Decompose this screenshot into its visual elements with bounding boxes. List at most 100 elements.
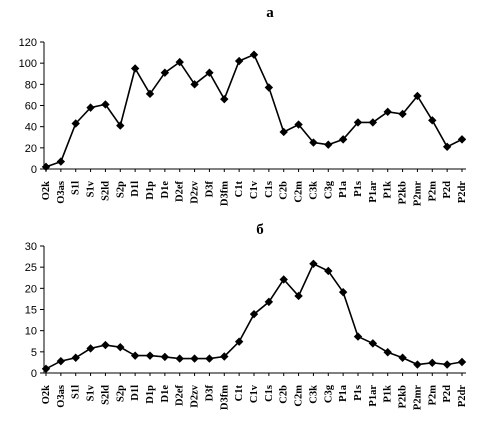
data-point-marker	[279, 127, 288, 137]
data-point-marker	[41, 364, 51, 373]
x-tick-label: D2zv	[190, 384, 201, 407]
data-point-marker	[294, 291, 303, 301]
x-tick-label: S1v	[86, 180, 97, 197]
data-point-marker	[101, 100, 110, 109]
data-point-marker	[353, 118, 363, 127]
x-tick-label: S2ld	[100, 181, 111, 201]
x-tick-label: P2d	[442, 385, 453, 403]
x-tick-label: C2b	[279, 385, 290, 404]
x-tick-label: C2b	[279, 181, 290, 200]
data-point-marker	[338, 135, 348, 144]
data-point-marker	[264, 83, 274, 92]
data-point-marker	[442, 142, 452, 151]
chart-panel-a: а 0 20 40 60 80 100 120 O2k O3as S1l S1v S2ld S2p D1…	[19, 5, 468, 206]
data-point-marker	[264, 297, 274, 307]
data-point-marker	[205, 68, 214, 77]
data-point-marker	[145, 89, 155, 99]
data-point-marker	[398, 109, 407, 119]
x-tick-label: D3fm	[219, 181, 230, 206]
y-tick-label: 120	[19, 37, 37, 49]
x-tick-label: P1ar	[368, 181, 379, 203]
x-ticks-a: O2k O3as S1l S1v S2ld S2p D1l D1p D1e D2ef D2zv D3f…	[41, 169, 468, 206]
y-tick-label: 20	[25, 143, 37, 155]
x-tick-label: P2mr	[412, 385, 423, 410]
x-tick-label: C3g	[323, 384, 334, 403]
y-tick-label: 5	[31, 347, 37, 359]
x-tick-label: D3fm	[219, 385, 230, 410]
x-tick-label: P1k	[383, 385, 394, 403]
x-tick-label: P1a	[338, 384, 349, 402]
x-tick-label: C1v	[249, 384, 260, 403]
data-point-marker	[116, 121, 125, 130]
x-tick-label: P2m	[427, 385, 438, 406]
series-line-a	[45, 53, 463, 168]
data-point-marker	[368, 339, 378, 348]
data-point-marker	[338, 287, 348, 297]
x-tick-label: P2kb	[398, 385, 409, 409]
data-point-marker	[309, 259, 318, 268]
x-tick-label: D1l	[130, 181, 141, 197]
data-point-marker	[309, 138, 318, 147]
y-tick-label: 40	[25, 122, 37, 134]
x-tick-label: C2m	[294, 385, 305, 407]
x-tick-label: P2mr	[412, 181, 423, 206]
x-tick-label: P1a	[338, 180, 349, 198]
x-tick-label: O2k	[41, 181, 52, 200]
data-point-marker	[234, 56, 244, 66]
x-tick-label: C2m	[294, 181, 305, 203]
data-point-marker	[130, 64, 140, 73]
data-point-marker	[160, 68, 170, 77]
chart-panel-b: б 0 5 10 15 20 25 30 O2k O3as S1l S1v S2ld S2p D1l D1…	[25, 222, 468, 410]
x-tick-label: S1v	[86, 384, 97, 401]
x-tick-label: S2p	[115, 181, 126, 198]
x-tick-label: S2ld	[100, 385, 111, 405]
x-tick-label: P1s	[353, 181, 364, 197]
x-tick-label: C1t	[234, 181, 245, 198]
data-point-marker	[220, 94, 229, 104]
x-tick-label: P2dr	[457, 385, 468, 408]
x-tick-label: C3k	[308, 181, 319, 200]
x-tick-label: O3as	[56, 385, 67, 408]
data-point-marker	[324, 140, 333, 149]
data-point-marker	[160, 352, 170, 362]
x-tick-label: C1t	[234, 385, 245, 402]
data-point-marker	[116, 342, 125, 352]
data-point-marker	[368, 118, 378, 127]
data-point-marker	[190, 354, 199, 363]
y-ticks-b: 0 5 10 15 20 25 30	[25, 241, 44, 380]
data-point-marker	[428, 116, 437, 125]
data-point-marker	[220, 352, 229, 361]
x-tick-label: C3k	[308, 385, 319, 404]
data-point-marker	[234, 337, 244, 346]
x-tick-label: P1ar	[368, 385, 379, 407]
data-point-marker	[457, 135, 467, 144]
x-tick-label: D1p	[145, 385, 156, 404]
x-tick-label: D2ef	[175, 385, 186, 406]
x-tick-label: D1e	[160, 385, 171, 403]
data-point-marker	[86, 344, 95, 353]
x-tick-label: D1p	[145, 181, 156, 200]
x-tick-label: C1s	[264, 181, 275, 198]
markers-b	[41, 259, 467, 373]
data-point-marker	[442, 360, 452, 369]
data-point-marker	[428, 358, 437, 368]
panel-label-b: б	[256, 222, 264, 238]
data-point-marker	[249, 309, 259, 319]
data-point-marker	[56, 157, 66, 166]
data-point-marker	[145, 351, 155, 360]
data-point-marker	[71, 119, 80, 128]
y-tick-label: 10	[25, 326, 37, 338]
x-tick-label: D3f	[204, 385, 215, 402]
x-tick-label: P2m	[427, 181, 438, 202]
y-tick-label: 80	[25, 79, 37, 91]
x-tick-label: C1s	[264, 385, 275, 402]
x-tick-label: D2zv	[190, 180, 201, 203]
x-tick-label: D2ef	[175, 181, 186, 202]
data-point-marker	[41, 162, 51, 172]
x-tick-label: P2kb	[398, 181, 409, 205]
x-tick-label: P1s	[353, 385, 364, 401]
x-tick-label: O2k	[41, 385, 52, 404]
x-tick-label: D1e	[160, 181, 171, 199]
x-tick-label: D3f	[204, 181, 215, 198]
